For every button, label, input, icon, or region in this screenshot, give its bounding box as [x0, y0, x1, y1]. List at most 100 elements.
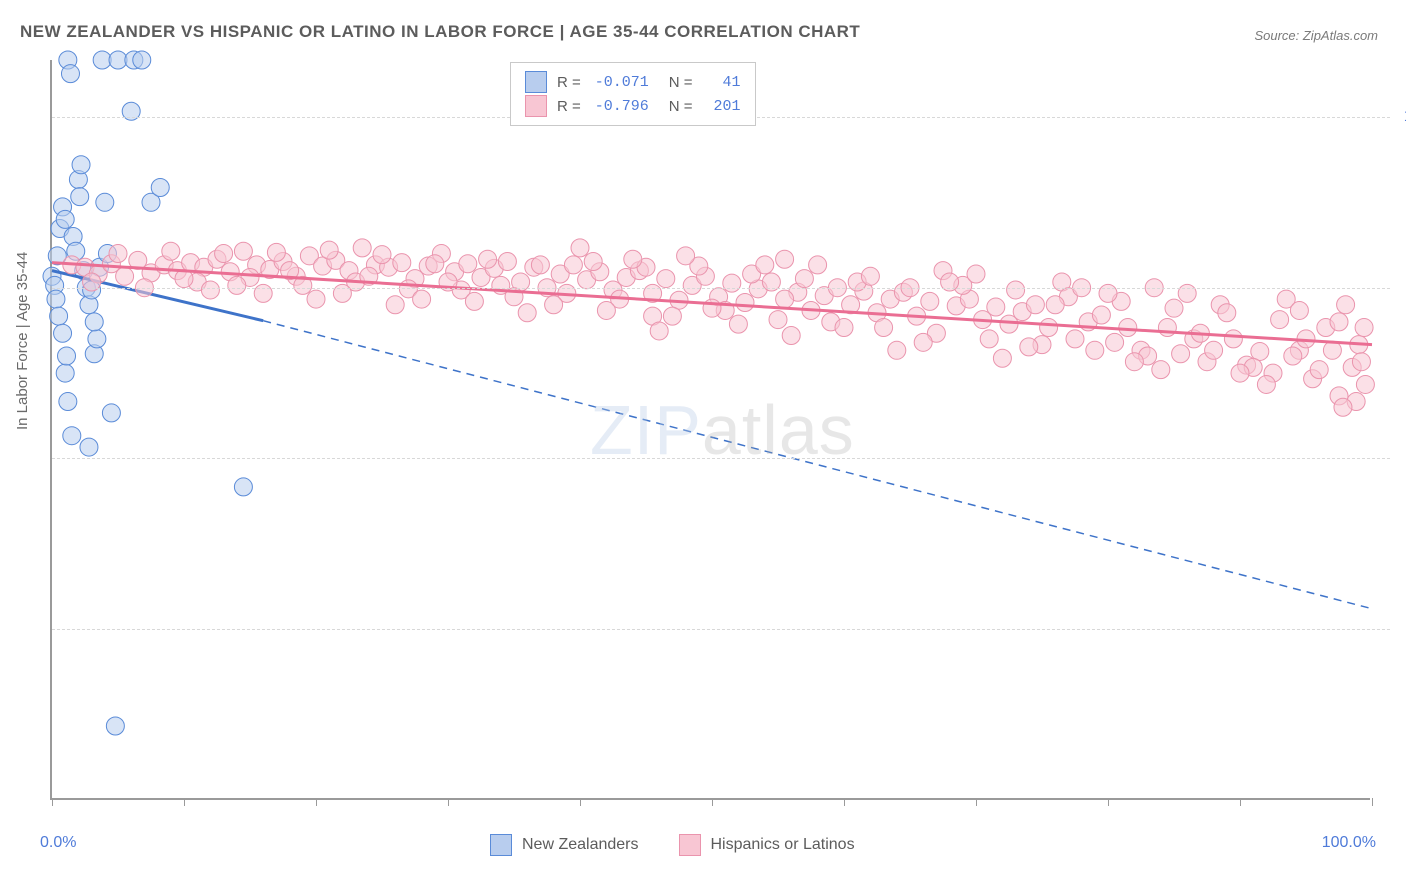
legend-row-nz: R =-0.071N =41: [525, 71, 741, 93]
r-label: R =: [557, 74, 581, 91]
n-label: N =: [669, 74, 693, 91]
x-tick: [844, 798, 845, 806]
hsp-point: [1224, 330, 1242, 348]
hsp-point: [1337, 296, 1355, 314]
hsp-point: [769, 311, 787, 329]
hsp-point: [1334, 398, 1352, 416]
y-tick-label: 100.0%: [1388, 108, 1406, 126]
legend-item-hsp: Hispanics or Latinos: [679, 834, 855, 856]
r-label: R =: [557, 98, 581, 115]
y-tick-label: 70.0%: [1388, 449, 1406, 467]
hsp-point: [1205, 341, 1223, 359]
hsp-point: [228, 276, 246, 294]
hsp-point: [393, 254, 411, 272]
hsp-point: [1066, 330, 1084, 348]
hsp-point: [584, 253, 602, 271]
hsp-point: [1020, 338, 1038, 356]
hsp-point: [1251, 342, 1269, 360]
nz-series-name: New Zealanders: [522, 836, 639, 854]
nz-point: [80, 438, 98, 456]
hsp-point: [465, 292, 483, 310]
nz-point: [109, 51, 127, 69]
y-axis-title: In Labor Force | Age 35-44: [14, 252, 31, 430]
x-axis-max-label: 100.0%: [1322, 834, 1376, 852]
x-tick: [1240, 798, 1241, 806]
x-tick: [580, 798, 581, 806]
nz-point: [50, 307, 68, 325]
hsp-point: [545, 296, 563, 314]
nz-point: [54, 324, 72, 342]
hsp-point: [426, 255, 444, 273]
x-tick: [976, 798, 977, 806]
hsp-point: [650, 322, 668, 340]
hsp-point: [782, 327, 800, 345]
hsp-point: [1086, 341, 1104, 359]
nz-point: [133, 51, 151, 69]
hsp-swatch: [679, 834, 701, 856]
hsp-point: [1257, 375, 1275, 393]
hsp-point: [677, 247, 695, 265]
nz-point: [96, 193, 114, 211]
hsp-point: [1172, 345, 1190, 363]
hsp-point: [1007, 281, 1025, 299]
hsp-point: [353, 239, 371, 257]
hsp-point: [320, 241, 338, 259]
nz-n-value: 41: [703, 74, 741, 91]
hsp-swatch: [525, 95, 547, 117]
hsp-point: [373, 246, 391, 264]
hsp-point: [1125, 353, 1143, 371]
nz-point: [56, 364, 74, 382]
nz-point: [102, 404, 120, 422]
hsp-point: [116, 267, 134, 285]
hsp-point: [736, 293, 754, 311]
hsp-point: [564, 256, 582, 274]
hsp-point: [835, 319, 853, 337]
grid-line: [52, 458, 1390, 459]
nz-point: [61, 65, 79, 83]
nz-point: [47, 290, 65, 308]
hsp-point: [459, 255, 477, 273]
legend-item-nz: New Zealanders: [490, 834, 639, 856]
hsp-point: [776, 250, 794, 268]
hsp-point: [1158, 319, 1176, 337]
hsp-point: [914, 333, 932, 351]
hsp-point: [531, 256, 549, 274]
hsp-point: [1046, 296, 1064, 314]
nz-swatch: [525, 71, 547, 93]
hsp-point: [109, 245, 127, 263]
hsp-point: [1284, 347, 1302, 365]
nz-point: [106, 717, 124, 735]
hsp-point: [663, 307, 681, 325]
hsp-point: [861, 267, 879, 285]
hsp-point: [1271, 311, 1289, 329]
hsp-point: [1231, 364, 1249, 382]
hsp-point: [597, 301, 615, 319]
correlation-legend: R =-0.071N =41R =-0.796N =201: [510, 62, 756, 126]
hsp-point: [498, 253, 516, 271]
hsp-point: [386, 296, 404, 314]
hsp-point: [1040, 319, 1058, 337]
y-tick-label: 85.0%: [1388, 279, 1406, 297]
hsp-point: [1356, 375, 1374, 393]
x-tick: [316, 798, 317, 806]
series-legend: New Zealanders Hispanics or Latinos: [490, 834, 855, 856]
x-tick: [1372, 798, 1373, 806]
nz-point: [88, 330, 106, 348]
hsp-point: [980, 330, 998, 348]
hsp-point: [776, 290, 794, 308]
nz-point: [58, 347, 76, 365]
hsp-point: [729, 315, 747, 333]
grid-line: [52, 629, 1390, 630]
x-tick: [1108, 798, 1109, 806]
hsp-point: [967, 265, 985, 283]
hsp-point: [518, 304, 536, 322]
hsp-point: [1026, 296, 1044, 314]
hsp-point: [1092, 306, 1110, 324]
hsp-point: [234, 242, 252, 260]
hsp-point: [1290, 301, 1308, 319]
hsp-point: [413, 290, 431, 308]
hsp-point: [723, 274, 741, 292]
nz-point: [72, 156, 90, 174]
x-tick: [184, 798, 185, 806]
nz-point: [71, 188, 89, 206]
